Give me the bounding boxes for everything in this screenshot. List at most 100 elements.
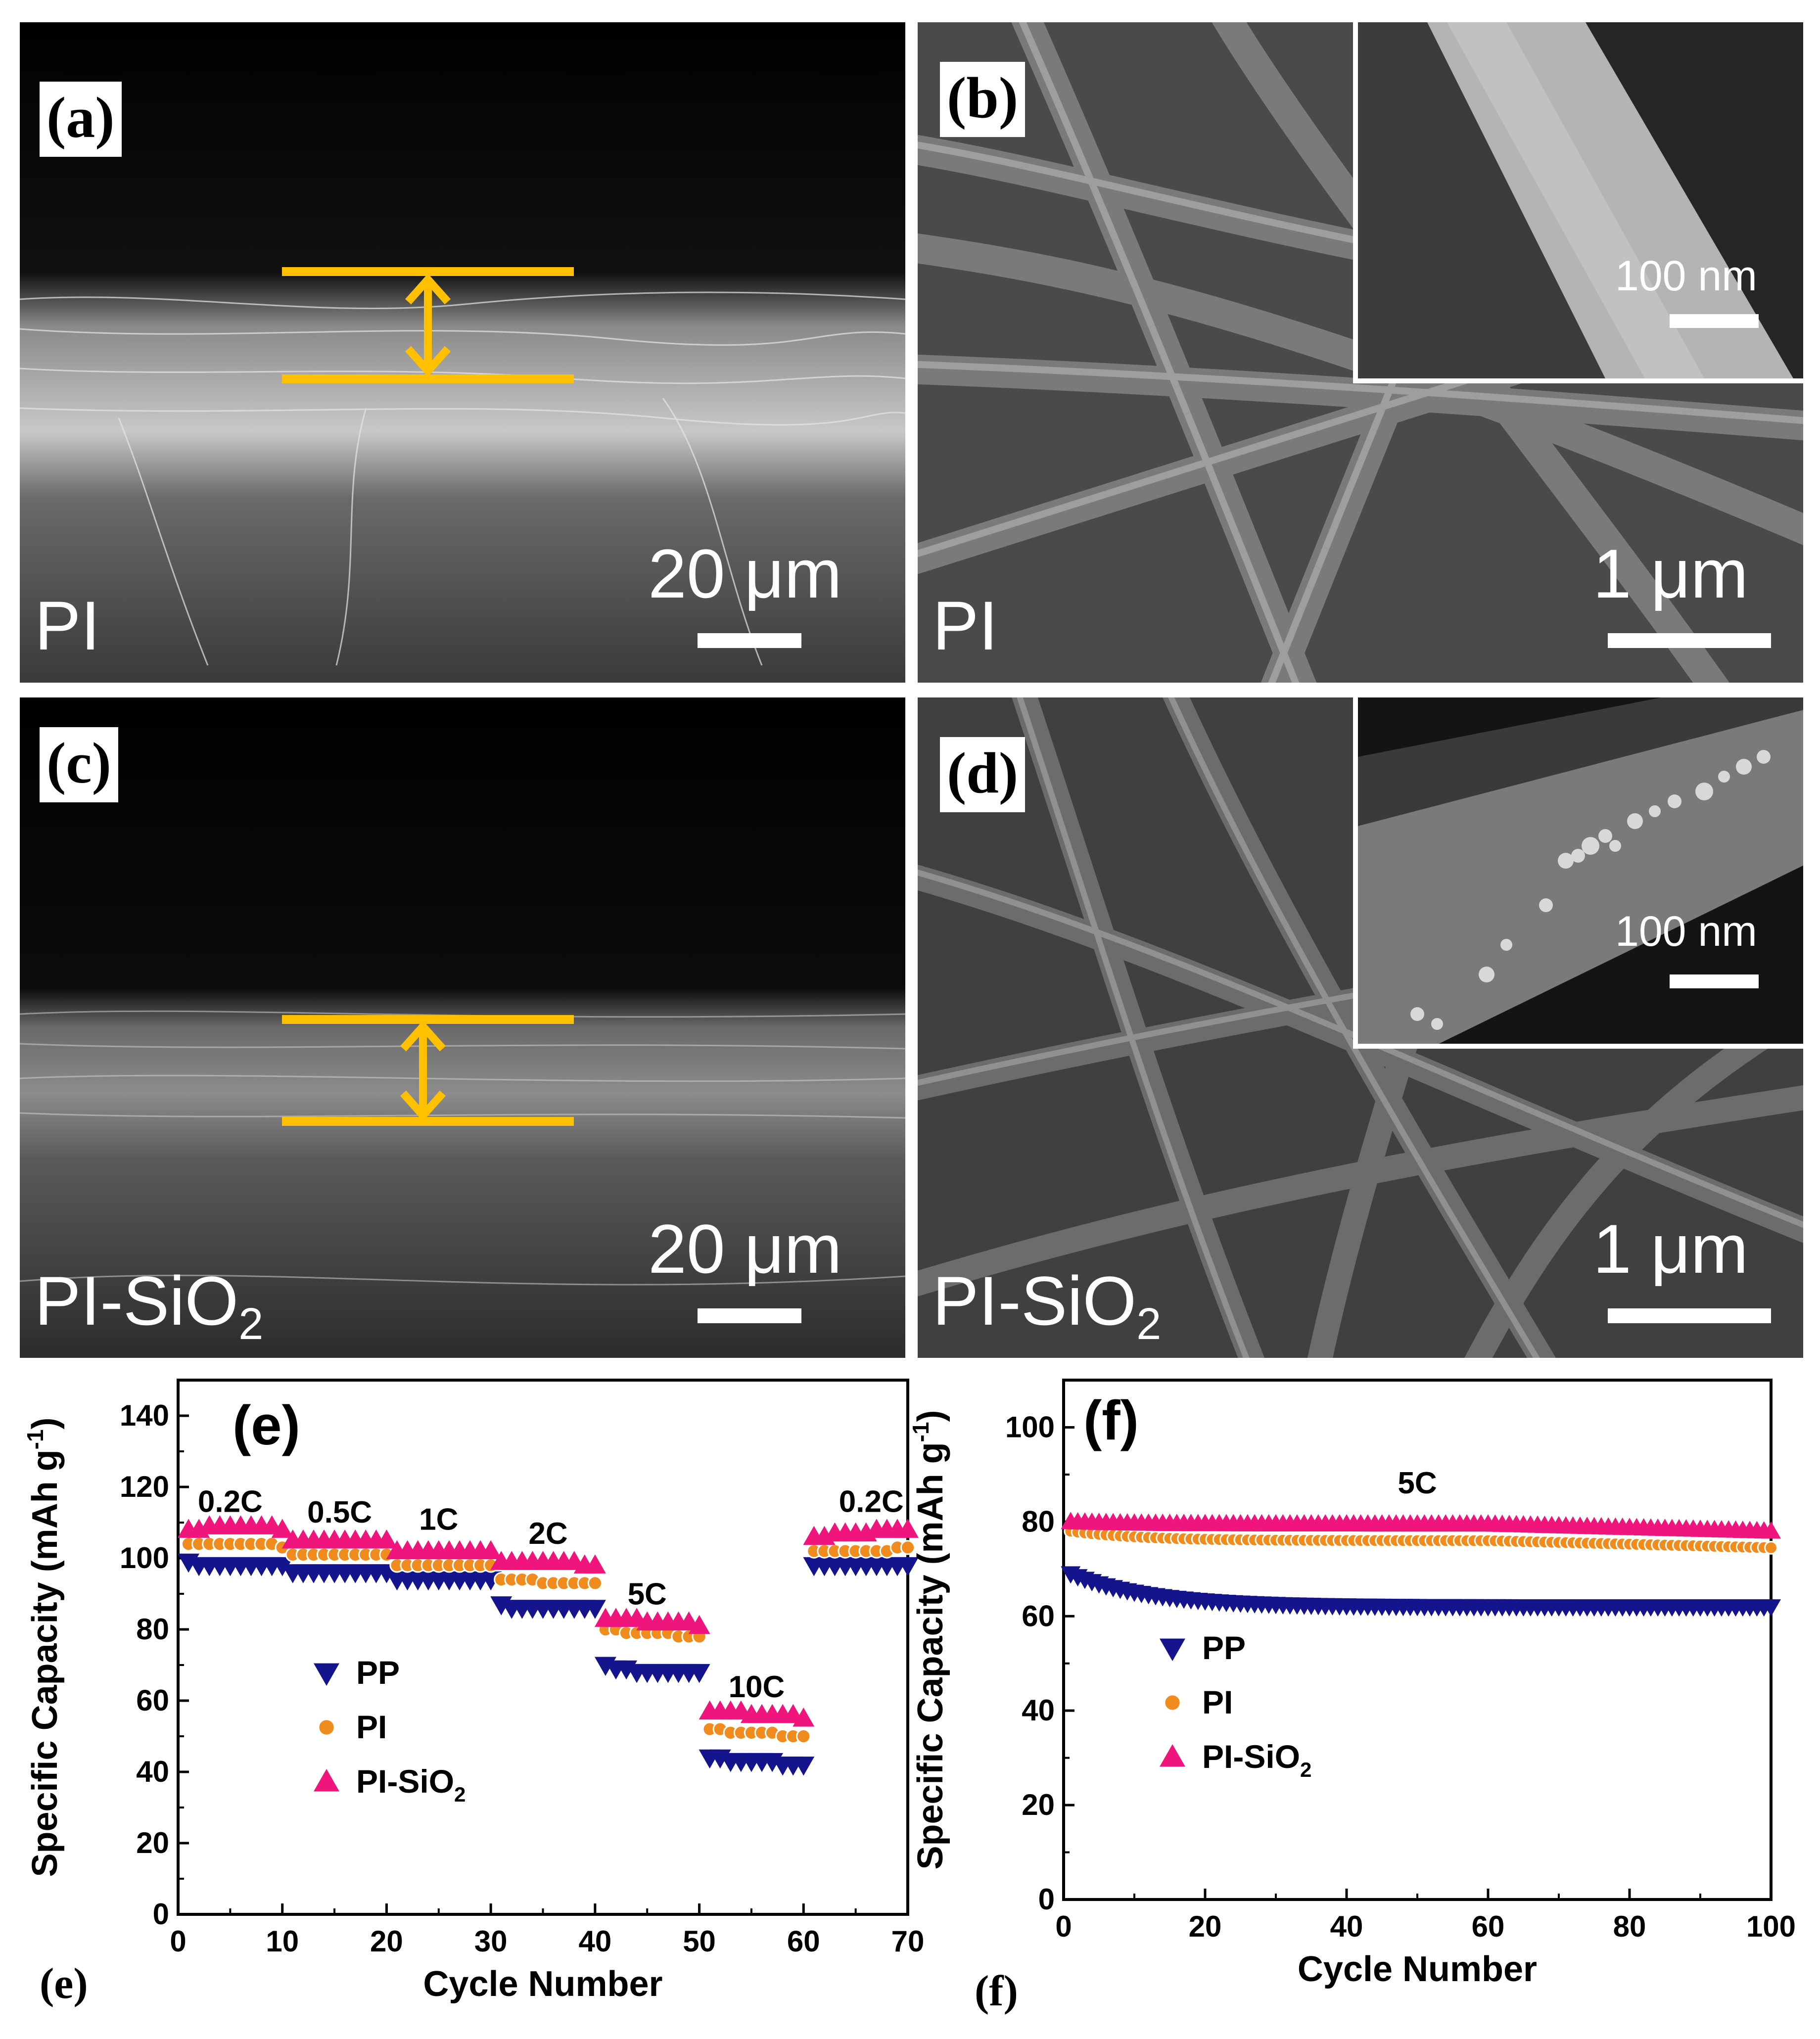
- legend-label: PP: [1202, 1629, 1246, 1666]
- legend-marker: [1160, 1638, 1185, 1661]
- series-pi-sio2: [178, 1515, 919, 1727]
- rate-annotation: 10C: [729, 1670, 785, 1704]
- x-tick-label: 20: [370, 1925, 403, 1958]
- y-tick-label: 60: [1022, 1599, 1055, 1632]
- data-point: [480, 1540, 502, 1560]
- x-tick-label: 40: [578, 1925, 611, 1958]
- thickness-marker-top: [282, 267, 574, 276]
- data-point: [1761, 1599, 1781, 1617]
- legend-marker: [318, 1718, 335, 1736]
- data-point: [1764, 1540, 1778, 1555]
- y-axis-label: Specific Capacity (mAh g-1): [22, 1417, 65, 1877]
- y-tick-label: 60: [136, 1684, 169, 1717]
- data-point: [584, 1554, 606, 1574]
- inset-scale-bar-d: [1670, 974, 1759, 988]
- inset-scale-text-d: 100 nm: [1615, 908, 1757, 955]
- series-pp: [1061, 1566, 1781, 1617]
- material-label-a: PI: [35, 587, 100, 664]
- material-label-b: PI: [933, 587, 998, 664]
- rate-annotation: 0.5C: [307, 1495, 372, 1529]
- data-point: [271, 1519, 293, 1538]
- data-point: [897, 1557, 919, 1576]
- plot-frame: [177, 1379, 909, 1916]
- scale-text-b: 1 μm: [1593, 535, 1749, 612]
- inset-scale-text-b: 100 nm: [1615, 252, 1757, 300]
- thickness-marker-top: [282, 1015, 574, 1024]
- data-point: [688, 1664, 710, 1683]
- data-point: [1761, 1521, 1781, 1539]
- plot-panel-letter: (f): [1083, 1390, 1139, 1451]
- x-tick-label: 40: [1330, 1910, 1363, 1943]
- x-tick-label: 10: [266, 1925, 299, 1958]
- sem-image-a: [20, 22, 905, 683]
- sem-panel-b: (b) 100 nm PI 1 μm: [918, 22, 1803, 683]
- data-point: [271, 1557, 293, 1576]
- series-pp: [178, 1553, 919, 1776]
- scale-bar-a: [698, 633, 801, 648]
- legend-marker: [314, 1769, 339, 1792]
- y-tick-label: 0: [1038, 1883, 1055, 1916]
- series-pi-sio2: [1061, 1512, 1781, 1539]
- inset-image-d: [1358, 697, 1803, 1044]
- y-tick-label: 100: [120, 1541, 169, 1575]
- rate-annotation: 5C: [1398, 1466, 1437, 1500]
- y-tick-label: 20: [1022, 1788, 1055, 1821]
- y-tick-label: 80: [136, 1613, 169, 1646]
- inset-d: 100 nm: [1353, 697, 1803, 1049]
- panel-label-b: (b): [940, 62, 1026, 137]
- data-point: [897, 1519, 919, 1538]
- y-tick-label: 80: [1022, 1505, 1055, 1538]
- rate-annotation: 5C: [628, 1577, 667, 1612]
- x-tick-label: 60: [787, 1925, 820, 1958]
- data-point: [375, 1529, 398, 1549]
- panel-label-d: (d): [940, 737, 1026, 812]
- thickness-arrow-icon: [405, 273, 451, 377]
- rate-annotation: 2C: [528, 1517, 567, 1551]
- scale-text-a: 20 μm: [648, 535, 842, 612]
- inset-b: 100 nm: [1353, 22, 1803, 383]
- data-point: [793, 1708, 815, 1727]
- x-tick-label: 70: [891, 1925, 925, 1958]
- x-axis-label: Cycle Number: [1298, 1949, 1537, 1989]
- series-pi: [1064, 1524, 1778, 1555]
- sem-panel-d: (d) 100 nm PI-SiO2 1 μm: [918, 697, 1803, 1358]
- data-point: [793, 1757, 815, 1776]
- y-tick-label: 140: [120, 1399, 169, 1432]
- scale-text-c: 20 μm: [648, 1210, 842, 1288]
- x-tick-label: 80: [1613, 1910, 1646, 1943]
- material-label-d: PI-SiO2: [933, 1262, 1162, 1349]
- x-axis-label: Cycle Number: [423, 1964, 662, 2004]
- legend-label: PI: [356, 1709, 387, 1745]
- scale-bar-d: [1608, 1308, 1771, 1323]
- scale-bar-c: [698, 1308, 801, 1323]
- y-tick-label: 0: [153, 1898, 169, 1931]
- y-tick-label: 20: [136, 1826, 169, 1859]
- sem-panel-a: (a) PI 20 μm: [20, 22, 905, 683]
- y-tick-label: 100: [1005, 1410, 1055, 1443]
- panel-label-a: (a): [40, 82, 122, 157]
- x-tick-label: 30: [474, 1925, 508, 1958]
- plot-panel-letter: (e): [233, 1394, 300, 1456]
- legend-marker: [1160, 1744, 1185, 1767]
- y-tick-label: 120: [120, 1470, 169, 1503]
- data-point: [796, 1728, 811, 1744]
- legend-label: PI-SiO2: [356, 1763, 466, 1806]
- rate-annotation: 0.2C: [839, 1484, 904, 1519]
- y-axis-label: Specific Capacity (mAh g-1): [908, 1410, 950, 1869]
- panel-label-c: (c): [40, 727, 118, 802]
- inset-scale-bar-b: [1670, 314, 1759, 328]
- scale-bar-b: [1608, 633, 1771, 648]
- data-point: [688, 1615, 710, 1634]
- thickness-marker-bottom: [282, 1117, 574, 1126]
- x-tick-label: 100: [1746, 1910, 1796, 1943]
- x-tick-label: 20: [1189, 1910, 1222, 1943]
- series-pi: [181, 1536, 916, 1744]
- data-point: [900, 1540, 916, 1555]
- caption-f: (f): [975, 1967, 1018, 2015]
- thickness-arrow-icon: [400, 1020, 446, 1122]
- sem-panel-c: (c) PI-SiO2 20 μm: [20, 697, 905, 1358]
- caption-e: (e): [40, 1960, 88, 2008]
- legend-label: PP: [356, 1654, 400, 1691]
- material-label-c: PI-SiO2: [35, 1262, 264, 1349]
